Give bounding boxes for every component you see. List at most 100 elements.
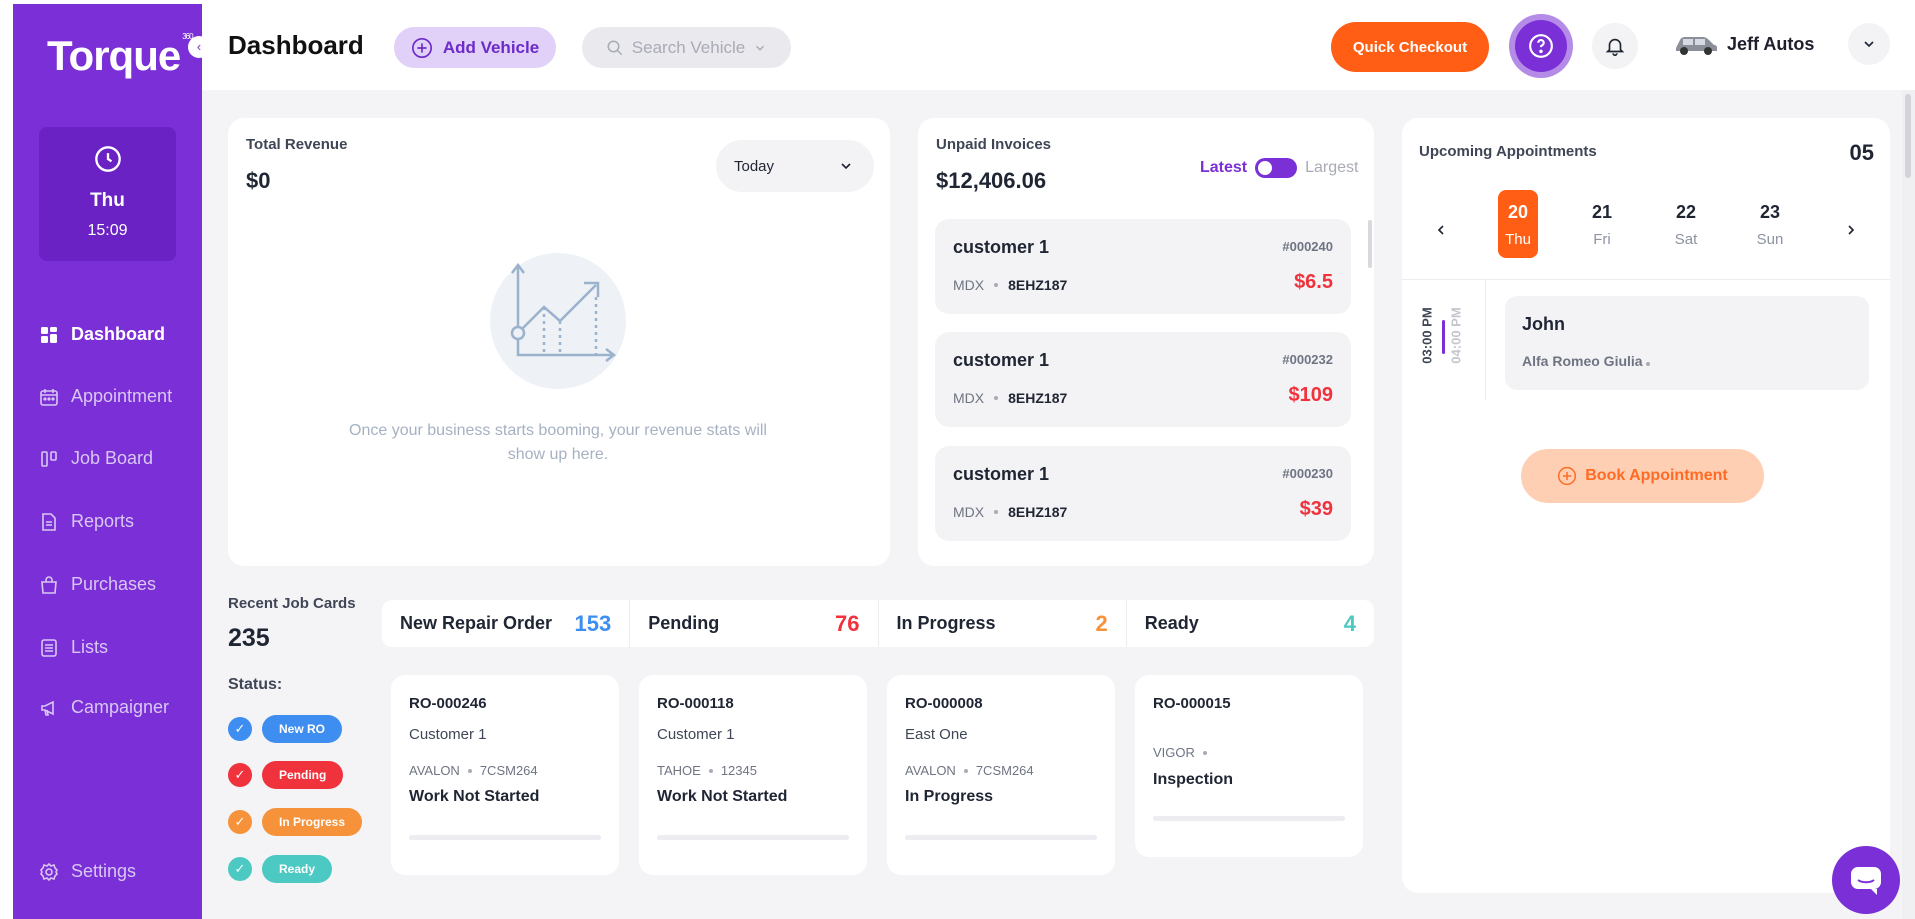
invoice-model: MDX xyxy=(953,504,985,520)
book-appointment-button[interactable]: Book Appointment xyxy=(1521,449,1764,503)
calendar-next-button[interactable] xyxy=(1839,218,1863,242)
job-progress-bar xyxy=(409,835,601,840)
upcoming-appointments-card: Upcoming Appointments 05 20 Thu 21 Fri 2… xyxy=(1402,118,1890,893)
separator-dot xyxy=(963,768,968,773)
invoice-item[interactable]: customer 1 #000240 MDX 8EHZ187 $6.5 xyxy=(935,219,1351,314)
add-vehicle-button[interactable]: Add Vehicle xyxy=(394,27,556,68)
sidebar-item-reports[interactable]: Reports xyxy=(39,511,134,532)
sort-latest-label[interactable]: Latest xyxy=(1200,159,1248,176)
check-icon[interactable]: ✓ xyxy=(228,717,252,741)
status-filter-pending[interactable]: ✓ Pending xyxy=(228,761,344,789)
job-model: VIGOR xyxy=(1153,745,1195,760)
sidebar-item-settings[interactable]: Settings xyxy=(39,861,136,882)
job-card[interactable]: RO-000118 Customer 1 TAHOE 12345 Work Not… xyxy=(639,675,867,875)
invoice-customer: customer 1 xyxy=(953,350,1050,370)
calendar-day[interactable]: 20 Thu xyxy=(1498,190,1538,258)
appointments-count: 05 xyxy=(1849,140,1874,165)
period-select[interactable]: Today xyxy=(716,140,874,192)
user-menu[interactable]: Jeff Autos xyxy=(1673,30,1814,58)
sidebar-item-campaigner[interactable]: Campaigner xyxy=(39,697,169,718)
plus-circle-icon xyxy=(1558,466,1577,486)
status-filter-in-progress[interactable]: ✓ In Progress xyxy=(228,808,363,836)
tab-pending[interactable]: Pending 76 xyxy=(630,600,879,647)
search-vehicle-input[interactable]: Search Vehicle xyxy=(582,27,791,68)
calendar-prev-button[interactable] xyxy=(1429,218,1453,242)
invoice-item[interactable]: customer 1 #000230 MDX 8EHZ187 $39 xyxy=(935,446,1351,541)
status-filter-new-ro[interactable]: ✓ New RO xyxy=(228,715,343,743)
tab-label: Ready xyxy=(1144,613,1199,633)
sidebar-item-label: Lists xyxy=(71,637,109,657)
job-card[interactable]: RO-000246 Customer 1 AVALON 7CSM264 Work … xyxy=(391,675,619,875)
search-icon xyxy=(607,40,623,55)
sidebar-item-appointment[interactable]: Appointment xyxy=(39,386,172,407)
calendar-day[interactable]: 22 Sat xyxy=(1666,190,1706,258)
tab-count: 4 xyxy=(1343,610,1356,636)
tab-ready[interactable]: Ready 4 xyxy=(1127,600,1374,647)
sort-toggle-switch[interactable] xyxy=(1255,158,1298,178)
job-progress-bar xyxy=(1153,816,1345,821)
job-ro-number: RO-000246 xyxy=(409,695,487,712)
quick-checkout-button[interactable]: Quick Checkout xyxy=(1331,22,1489,72)
sidebar-item-lists[interactable]: Lists xyxy=(39,637,108,658)
invoice-sort-toggle[interactable]: Latest Largest xyxy=(1200,158,1359,178)
check-icon[interactable]: ✓ xyxy=(228,857,252,881)
divider xyxy=(1402,279,1890,280)
check-icon[interactable]: ✓ xyxy=(228,763,252,787)
invoice-customer: customer 1 xyxy=(953,237,1050,257)
recent-jobs-title: Recent Job Cards xyxy=(228,595,356,612)
status-filter-ready[interactable]: ✓ Ready xyxy=(228,855,333,883)
separator-dot xyxy=(994,283,999,287)
help-button[interactable] xyxy=(1509,14,1573,78)
top-bar: Dashboard Add Vehicle Search Vehicle Qui… xyxy=(202,0,1915,90)
calendar-day[interactable]: 23 Sun xyxy=(1750,190,1790,258)
sidebar-item-job-board[interactable]: Job Board xyxy=(39,448,153,469)
check-icon[interactable]: ✓ xyxy=(228,810,252,834)
tab-new-repair-order[interactable]: New Repair Order 153 xyxy=(382,600,631,647)
appointment-start-time: 03:00 PM xyxy=(1419,307,1435,364)
sidebar-item-label: Dashboard xyxy=(71,324,166,344)
chevron-left-icon xyxy=(1437,225,1444,235)
calendar-day[interactable]: 21 Fri xyxy=(1582,190,1622,258)
invoice-vehicle: MDX 8EHZ187 xyxy=(953,277,1067,293)
logo[interactable]: Torque 360 xyxy=(47,32,194,80)
appointment-vehicle: Alfa Romeo Giulia xyxy=(1522,353,1651,369)
gear-icon xyxy=(40,862,58,881)
job-status: In Progress xyxy=(905,788,994,805)
appointment-customer: John xyxy=(1522,314,1565,334)
sidebar-item-label: Reports xyxy=(71,511,135,531)
board-icon xyxy=(41,450,57,467)
bell-icon xyxy=(1605,38,1625,56)
separator-dot xyxy=(1202,750,1207,755)
revenue-title: Total Revenue xyxy=(246,136,348,153)
report-icon xyxy=(42,512,56,531)
tab-label: New Repair Order xyxy=(400,613,553,633)
sort-largest-label[interactable]: Largest xyxy=(1305,159,1359,176)
unpaid-invoices-card: Unpaid Invoices $12,406.06 Latest Larges… xyxy=(918,118,1374,566)
invoice-list-scrollbar[interactable] xyxy=(1368,220,1372,268)
user-menu-toggle[interactable] xyxy=(1848,23,1890,65)
scrollbar-thumb[interactable] xyxy=(1905,94,1911,178)
job-progress-bar xyxy=(905,835,1097,840)
revenue-value: $0 xyxy=(246,168,271,193)
job-card[interactable]: RO-000008 East One AVALON 7CSM264 In Prog… xyxy=(887,675,1115,875)
job-ro-number: RO-000008 xyxy=(905,695,983,712)
notifications-button[interactable] xyxy=(1592,23,1638,69)
sidebar-item-dashboard[interactable]: Dashboard xyxy=(39,324,165,345)
calendar-day-weekday: Sat xyxy=(1674,231,1698,248)
question-icon xyxy=(1529,34,1553,58)
list-icon xyxy=(41,638,57,657)
tab-count: 76 xyxy=(835,610,860,636)
tab-label: In Progress xyxy=(896,613,996,633)
invoice-item[interactable]: customer 1 #000232 MDX 8EHZ187 $109 xyxy=(935,332,1351,427)
sidebar-item-purchases[interactable]: Purchases xyxy=(39,574,156,595)
empty-chart-illustration xyxy=(490,253,626,389)
chat-button[interactable] xyxy=(1832,846,1900,914)
invoices-title: Unpaid Invoices xyxy=(936,136,1052,153)
sidebar-item-label: Appointment xyxy=(71,386,173,406)
job-card[interactable]: RO-000015 VIGOR Inspection xyxy=(1135,675,1363,857)
user-name: Jeff Autos xyxy=(1727,33,1815,54)
tab-in-progress[interactable]: In Progress 2 xyxy=(879,600,1127,647)
page-scrollbar[interactable] xyxy=(1902,90,1915,919)
appointment-item[interactable]: John Alfa Romeo Giulia xyxy=(1505,296,1869,390)
separator-dot xyxy=(467,768,472,773)
